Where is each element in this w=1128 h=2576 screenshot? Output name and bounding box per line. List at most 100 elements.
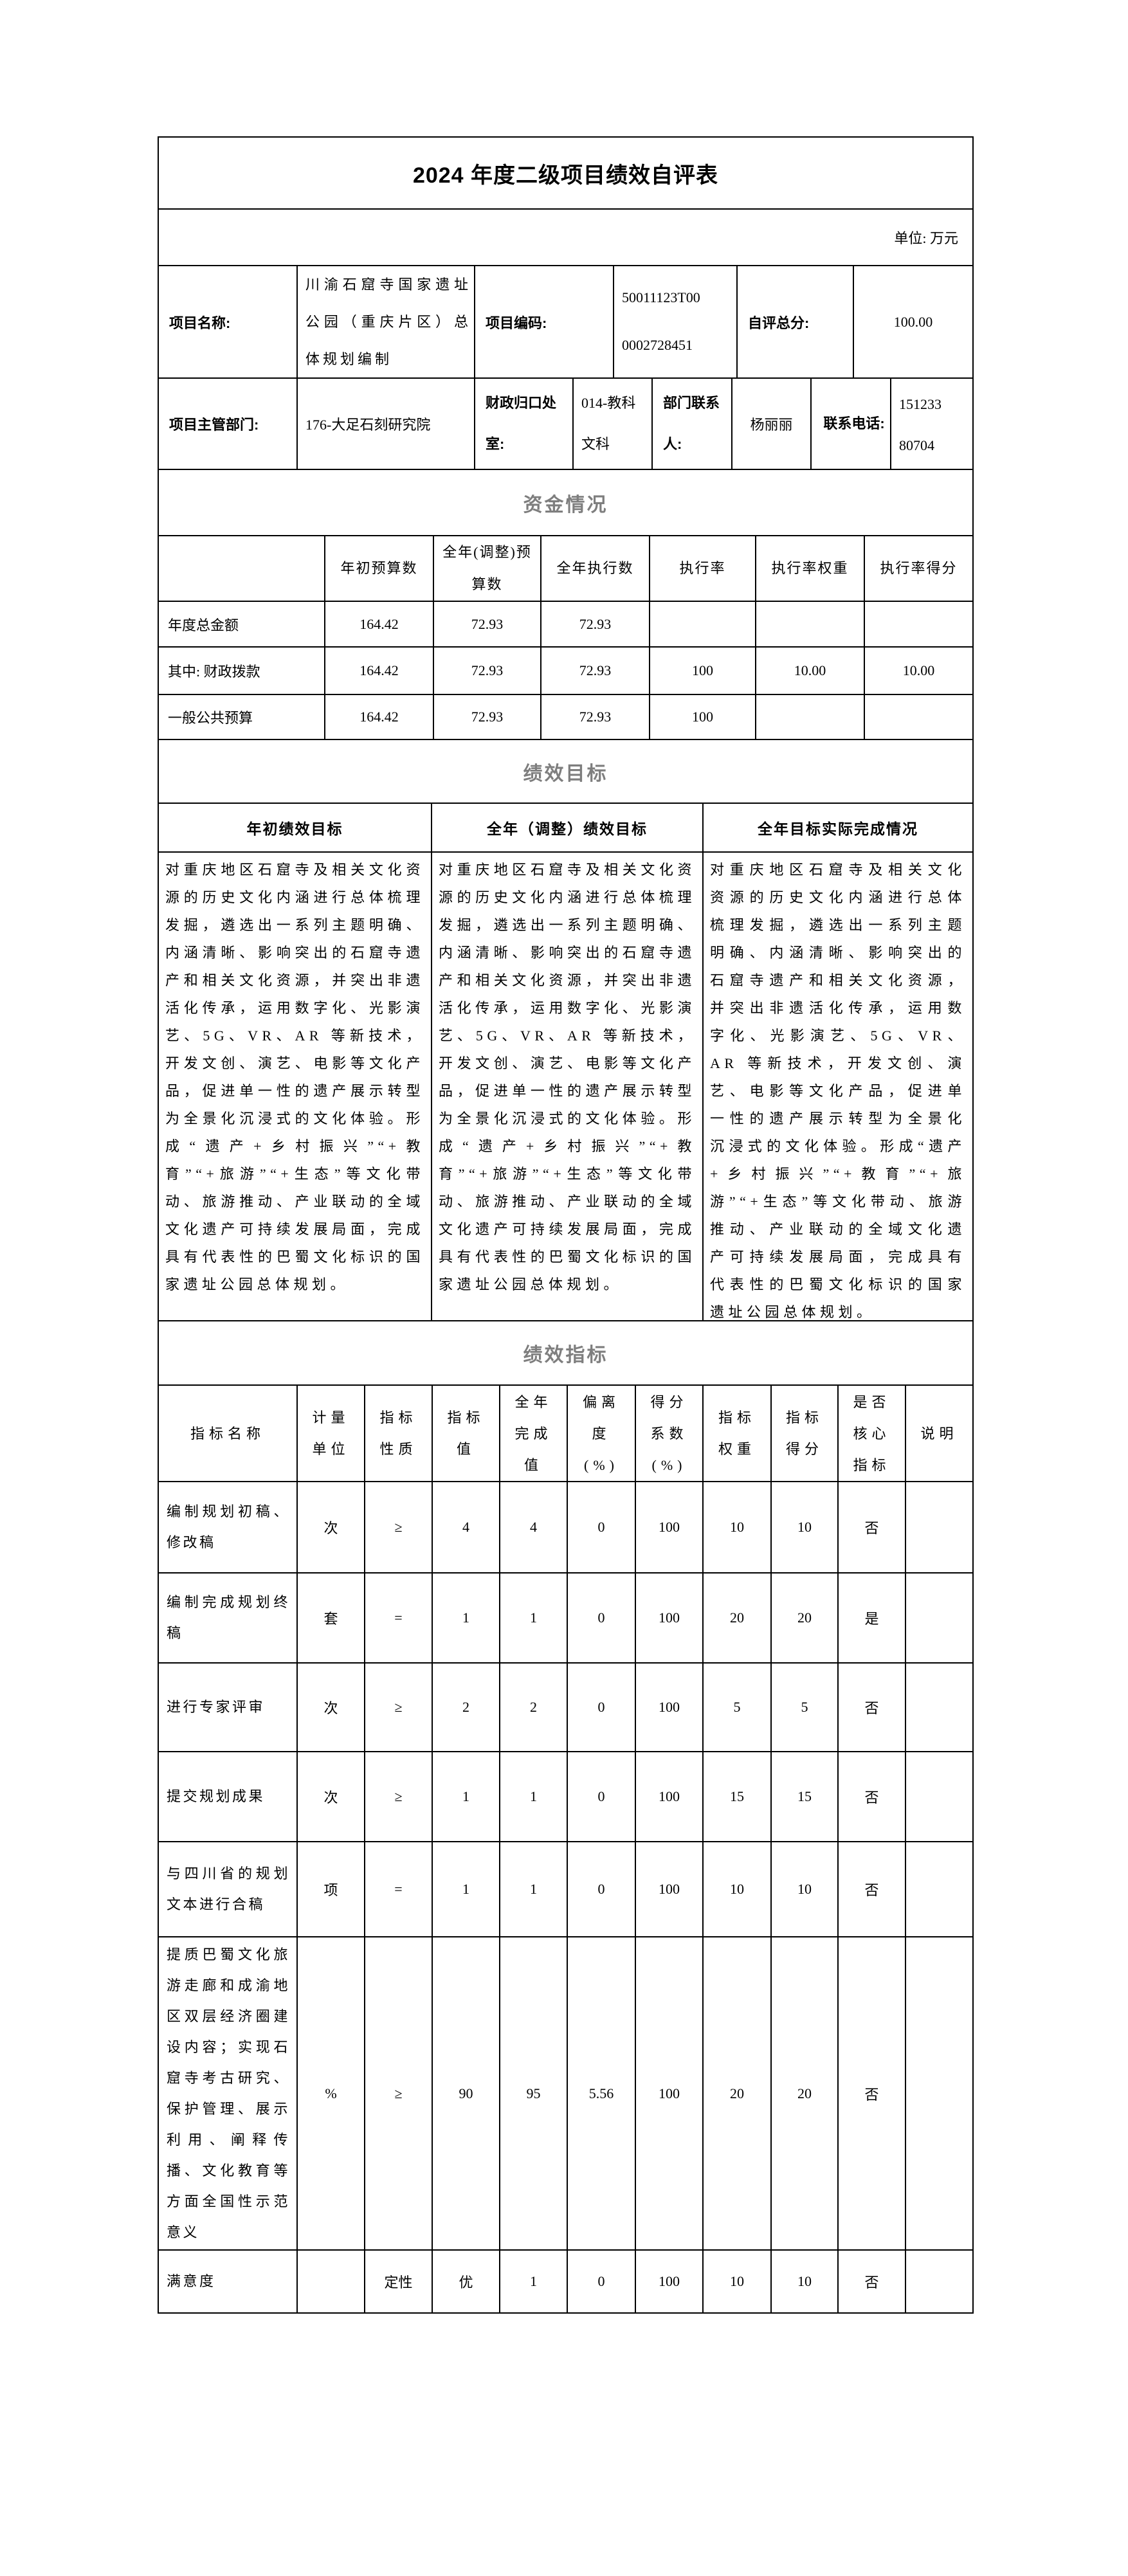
value-cell: 1 xyxy=(499,1752,567,1841)
goals-col1-header: 年初绩效目标 xyxy=(246,821,343,837)
value-cell: 否 xyxy=(837,1752,905,1841)
funding-section-title: 资金情况 xyxy=(523,494,608,516)
value-cell xyxy=(296,2251,364,2312)
value-cell: 1 xyxy=(432,1752,499,1841)
value-cell: 执行率权重 xyxy=(755,536,864,601)
value-cell xyxy=(905,1842,972,1936)
row-label-cell: 提交规划成果 xyxy=(167,1788,266,1804)
goals-body-row: 对重庆地区石窟寺及相关文化资源的历史文化内涵进行总体梳理发掘，遴选出一系列主题明… xyxy=(159,851,972,1320)
value-cell: 10 xyxy=(702,1842,770,1936)
value-cell: 72.93 xyxy=(540,695,649,739)
value-cell: 15 xyxy=(702,1752,770,1841)
value-cell: 定性 xyxy=(364,2251,432,2312)
value-cell: 0 xyxy=(567,1842,635,1936)
value-cell: 20 xyxy=(770,1937,837,2249)
value-cell: 100 xyxy=(635,2251,702,2312)
value-cell: 72.93 xyxy=(433,602,540,646)
project-code-label: 项目编码: xyxy=(474,266,613,377)
value-cell xyxy=(755,695,864,739)
value-cell: 20 xyxy=(702,1574,770,1662)
value-cell: 5 xyxy=(702,1664,770,1751)
value-cell: % xyxy=(296,1937,364,2249)
table-row: 提质巴蜀文化旅游走廊和成渝地区双层经济圈建设内容；实现石窟寺考古研究、保护管理、… xyxy=(159,1936,972,2249)
goals-col3-header: 全年目标实际完成情况 xyxy=(702,804,972,851)
value-cell: 100 xyxy=(635,1937,702,2249)
value-cell: 10.00 xyxy=(755,648,864,694)
table-row: 提交规划成果次 ≥1 1 0 100 15 15 否 xyxy=(159,1751,972,1841)
value-cell: 72.93 xyxy=(540,648,649,694)
value-cell: 1 xyxy=(499,2251,567,2312)
value-cell xyxy=(905,1574,972,1662)
value-cell: 4 xyxy=(432,1482,499,1572)
value-cell: 5 xyxy=(770,1664,837,1751)
row-label-cell: 编制完成规划终稿 xyxy=(167,1594,290,1641)
value-cell: 计量单位 xyxy=(296,1386,364,1481)
goal-initial-text: 对重庆地区石窟寺及相关文化资源的历史文化内涵进行总体梳理发掘，遴选出一系列主题明… xyxy=(165,862,424,1293)
value-cell xyxy=(905,2251,972,2312)
contact-value: 杨丽丽 xyxy=(731,379,810,469)
value-cell: ≥ xyxy=(364,1937,432,2249)
value-cell: 否 xyxy=(837,1664,905,1751)
value-cell: 执行率 xyxy=(649,536,755,601)
goal-adjusted-text: 对重庆地区石窟寺及相关文化资源的历史文化内涵进行总体梳理发掘，遴选出一系列主题明… xyxy=(431,853,702,1320)
value-cell xyxy=(905,1482,972,1572)
value-cell xyxy=(905,1752,972,1841)
value-cell: = xyxy=(364,1574,432,1662)
table-row: 编制规划初稿、修改稿次 ≥4 4 0 100 10 10 否 xyxy=(159,1482,972,1572)
value-cell: 项 xyxy=(296,1842,364,1936)
value-cell: 优 xyxy=(432,2251,499,2312)
table-row: 满意度 定性优 1 0 100 10 10 否 xyxy=(159,2249,972,2312)
funding-section-header: 资金情况 xyxy=(159,469,972,535)
value-cell: 10 xyxy=(702,1482,770,1572)
row-label-cell xyxy=(159,536,324,601)
value-cell: = xyxy=(364,1842,432,1936)
value-cell: 1 xyxy=(432,1842,499,1936)
project-name-label: 项目名称: xyxy=(169,314,231,331)
value-cell: 得分系数(%) xyxy=(635,1386,702,1481)
value-cell: 0 xyxy=(567,1482,635,1572)
row-label-cell: 其中: 财政拨款 xyxy=(168,664,260,680)
row-label-cell: 一般公共预算 xyxy=(168,710,253,726)
contact-label: 部门联系人: xyxy=(651,379,731,469)
value-cell: 10 xyxy=(770,1482,837,1572)
value-cell: 偏离度(%) xyxy=(567,1386,635,1481)
value-cell xyxy=(649,602,755,646)
value-cell xyxy=(905,1937,972,2249)
project-info-row-1: 项目名称: 川渝石窟寺国家遗址公园（重庆片区）总体规划编制 项目编码: 5001… xyxy=(159,265,972,377)
value-cell xyxy=(864,602,972,646)
row-label-cell: 与四川省的规划文本进行合稿 xyxy=(167,1865,290,1912)
value-cell: 否 xyxy=(837,2251,905,2312)
value-cell: 10 xyxy=(770,1842,837,1936)
goals-col2-header: 全年（调整）绩效目标 xyxy=(431,804,702,851)
value-cell: 20 xyxy=(702,1937,770,2249)
value-cell: 164.42 xyxy=(324,695,433,739)
row-label-cell: 进行专家评审 xyxy=(167,1699,266,1715)
value-cell: 全年(调整)预算数 xyxy=(433,536,540,601)
table-row: 一般公共预算 164.42 72.93 72.93 100 xyxy=(159,694,972,739)
dept-value: 176-大足石刻研究院 xyxy=(296,379,474,469)
form-title-row: 2024 年度二级项目绩效自评表 xyxy=(159,138,972,208)
self-score-value: 100.00 xyxy=(853,266,972,377)
value-cell: 5.56 xyxy=(567,1937,635,2249)
value-cell: 164.42 xyxy=(324,602,433,646)
value-cell: 100 xyxy=(635,1482,702,1572)
value-cell: 100 xyxy=(635,1842,702,1936)
value-cell: 否 xyxy=(837,1842,905,1936)
value-cell: ≥ xyxy=(364,1664,432,1751)
value-cell: 20 xyxy=(770,1574,837,1662)
funding-table-header: 年初预算数 全年(调整)预算数 全年执行数 执行率 执行率权重 执行率得分 xyxy=(159,535,972,601)
value-cell: 100 xyxy=(635,1574,702,1662)
value-cell: ≥ xyxy=(364,1482,432,1572)
value-cell: 100 xyxy=(649,695,755,739)
goals-header-row: 年初绩效目标 全年（调整）绩效目标 全年目标实际完成情况 xyxy=(159,803,972,851)
value-cell: 95 xyxy=(499,1937,567,2249)
row-label-cell: 年度总金额 xyxy=(168,617,239,633)
phone-value: 151233 80704 xyxy=(890,379,972,469)
value-cell: 次 xyxy=(296,1664,364,1751)
table-row: 与四川省的规划文本进行合稿项 = 1 1 0 100 10 10 否 xyxy=(159,1841,972,1936)
value-cell: 次 xyxy=(296,1482,364,1572)
value-cell: 90 xyxy=(432,1937,499,2249)
value-cell: 0 xyxy=(567,1664,635,1751)
value-cell xyxy=(755,602,864,646)
value-cell: 72.93 xyxy=(433,695,540,739)
